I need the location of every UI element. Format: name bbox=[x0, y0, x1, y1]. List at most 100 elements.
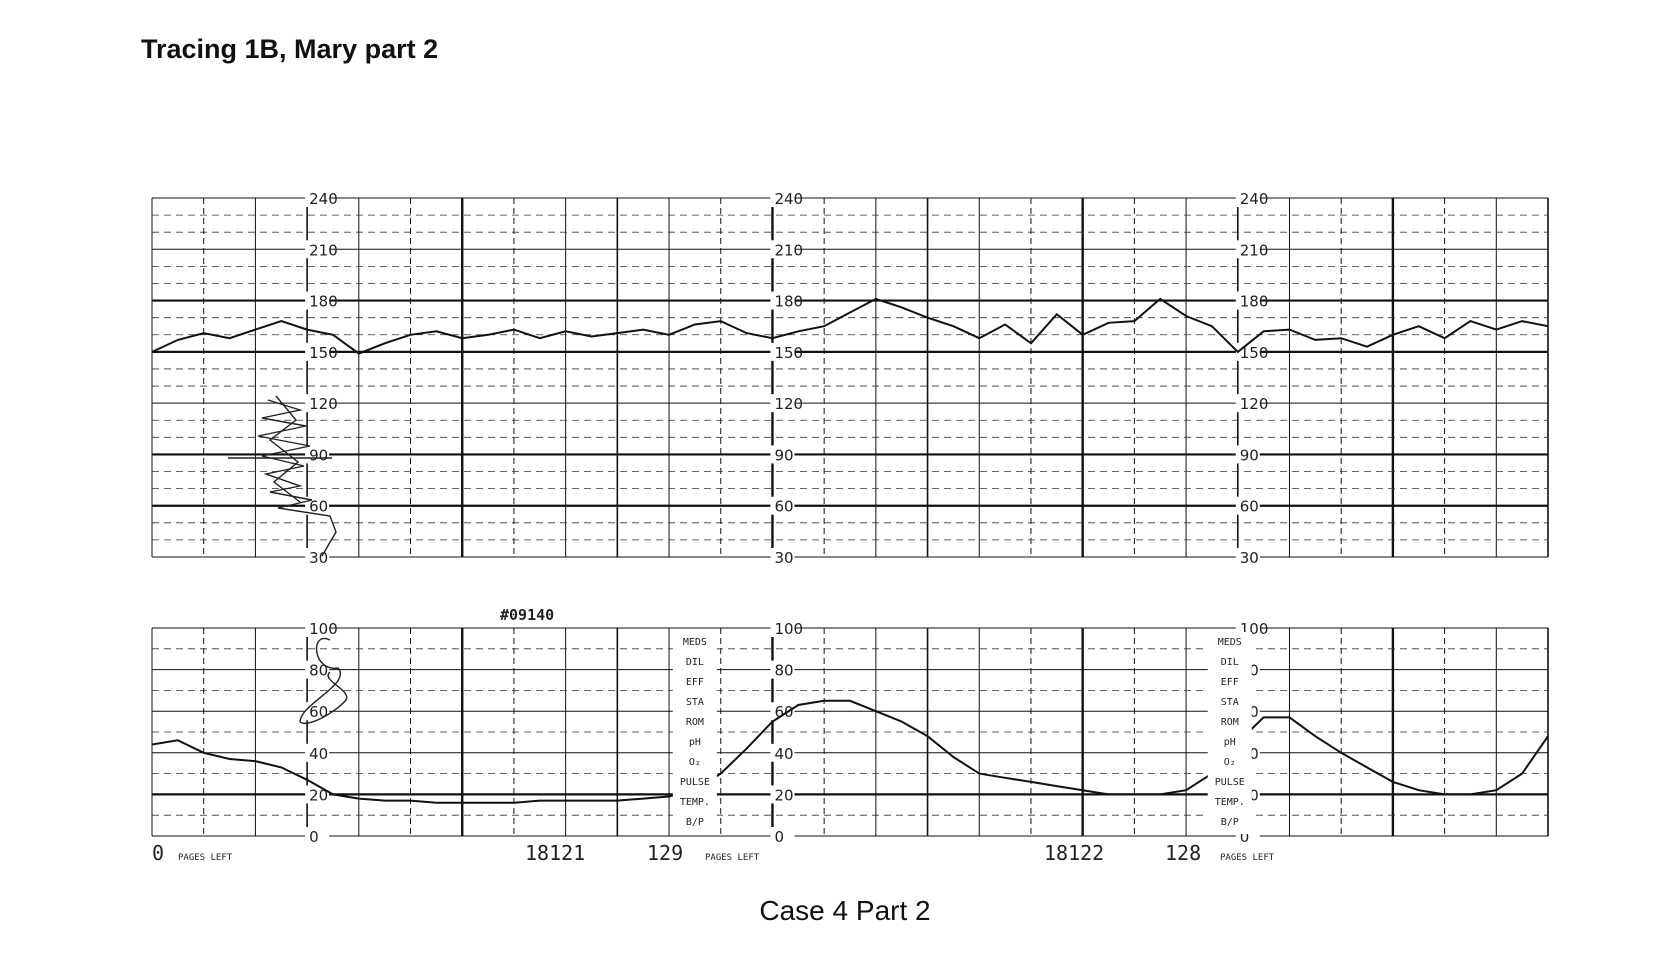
pages-left-count: 128 bbox=[1165, 841, 1201, 865]
pages-left-count: 129 bbox=[647, 841, 683, 865]
ua-panel: 100806040200100806040200100806040200 bbox=[151, 619, 1549, 846]
tick-label: 120 bbox=[1240, 395, 1269, 413]
tick-label-bg bbox=[1235, 189, 1260, 207]
form-field-label: EFF bbox=[1221, 677, 1239, 688]
tick-label: 80 bbox=[309, 662, 328, 680]
tick-label-bg bbox=[305, 291, 330, 310]
tick-label-bg bbox=[1235, 291, 1260, 310]
tick-label: 30 bbox=[774, 549, 793, 567]
form-field-bg bbox=[672, 632, 717, 834]
tick-label: 90 bbox=[309, 446, 328, 464]
page-footer-labels: 0 PAGES LEFT 18121 129 PAGES LEFT 18122 128 PAG… bbox=[152, 841, 1275, 865]
tick-label: 30 bbox=[309, 549, 328, 567]
tick-label: 210 bbox=[309, 241, 338, 259]
form-field-label: B/P bbox=[1221, 817, 1239, 828]
tick-label-bg bbox=[305, 394, 330, 413]
pages-left-label: PAGES LEFT bbox=[1220, 853, 1275, 863]
tick-label: 0 bbox=[309, 828, 319, 846]
document-title: Tracing 1B, Mary part 2 bbox=[141, 34, 439, 64]
tick-label-bg bbox=[770, 548, 795, 566]
fhr-panel: 240 210 180 150 120 90 60 30 240 210 180 150 120 90 60… bbox=[151, 189, 1549, 567]
tick-label-bg bbox=[770, 496, 795, 515]
ua-grid bbox=[151, 627, 1549, 837]
form-field-label: O₂ bbox=[689, 757, 701, 768]
form-field-label: pH bbox=[1224, 737, 1236, 748]
tick-label-bg bbox=[770, 189, 795, 207]
form-field-bg bbox=[1207, 632, 1252, 834]
form-field-label: EFF bbox=[686, 677, 704, 688]
tick-label: 0 bbox=[1240, 828, 1250, 846]
tick-label: 20 bbox=[774, 786, 793, 804]
tick-label: 150 bbox=[1240, 344, 1269, 362]
fhr-tick-labels: 240 210 180 150 120 90 60 30 240 210 180 150 120 90 60… bbox=[305, 189, 1268, 567]
form-field-label: ROM bbox=[686, 717, 704, 728]
tick-label-bg bbox=[770, 619, 795, 637]
tick-label: 180 bbox=[1240, 293, 1269, 311]
form-field-label: B/P bbox=[686, 817, 704, 828]
form-field-label: STA bbox=[1221, 697, 1239, 708]
tick-label-bg bbox=[305, 702, 330, 721]
tick-label: 60 bbox=[309, 703, 328, 721]
tick-label-bg bbox=[770, 394, 795, 413]
form-field-label: DIL bbox=[1221, 657, 1239, 668]
tick-label-bg bbox=[770, 342, 795, 361]
form-field-column-1: MEDS DIL EFF STA ROM pH O₂ PULSE TEMP. B/P bbox=[672, 632, 717, 834]
tick-label: 0 bbox=[774, 828, 784, 846]
pages-left-label: PAGES LEFT bbox=[178, 853, 233, 863]
tick-label-bg bbox=[305, 660, 330, 679]
tick-label: 150 bbox=[774, 344, 803, 362]
tick-label: 40 bbox=[774, 745, 793, 763]
tick-label: 210 bbox=[774, 241, 803, 259]
tick-label-bg bbox=[1235, 394, 1260, 413]
tick-label-bg bbox=[305, 496, 330, 515]
tick-label-bg bbox=[770, 785, 795, 804]
ua-series-line bbox=[151, 699, 1549, 804]
tick-label: 90 bbox=[774, 446, 793, 464]
tick-label-bg bbox=[305, 240, 330, 259]
loop-mark bbox=[299, 637, 348, 724]
tick-label-bg bbox=[305, 743, 330, 762]
tick-label: 120 bbox=[309, 395, 338, 413]
form-field-label: MEDS bbox=[683, 637, 707, 648]
tick-label-bg bbox=[770, 240, 795, 259]
tick-label: 60 bbox=[1240, 498, 1259, 516]
strip-id-label: #09140 bbox=[500, 606, 554, 624]
page-number: 18121 bbox=[525, 841, 585, 865]
tick-label: 210 bbox=[1240, 241, 1269, 259]
tick-label: 80 bbox=[774, 662, 793, 680]
form-field-label: TEMP. bbox=[1215, 797, 1245, 808]
tick-label-bg bbox=[770, 445, 795, 464]
form-field-column-2: MEDS DIL EFF STA ROM pH O₂ PULSE TEMP. B/P bbox=[1207, 632, 1252, 834]
tick-label: 150 bbox=[309, 344, 338, 362]
tick-label: 180 bbox=[309, 293, 338, 311]
tick-label-bg bbox=[305, 342, 330, 361]
tick-label-bg bbox=[305, 189, 330, 207]
tick-label: 240 bbox=[1240, 190, 1269, 208]
form-field-label: DIL bbox=[686, 657, 704, 668]
tick-label-bg bbox=[1235, 342, 1260, 361]
tick-label-bg bbox=[1235, 445, 1260, 464]
form-field-label: O₂ bbox=[1224, 757, 1236, 768]
tick-label-bg bbox=[305, 827, 330, 845]
tick-label-bg bbox=[1235, 548, 1260, 566]
tick-label: 120 bbox=[774, 395, 803, 413]
tick-label: 30 bbox=[1240, 549, 1259, 567]
tick-label-bg bbox=[770, 743, 795, 762]
tick-label: 90 bbox=[1240, 446, 1259, 464]
tick-label: 180 bbox=[774, 293, 803, 311]
ua-tick-labels: 100806040200100806040200100806040200 bbox=[305, 619, 1268, 846]
tick-label-bg bbox=[770, 827, 795, 845]
tick-label: 240 bbox=[774, 190, 803, 208]
fhr-grid bbox=[151, 197, 1549, 558]
pages-left-count: 0 bbox=[152, 841, 164, 865]
tick-label: 240 bbox=[309, 190, 338, 208]
tick-label-bg bbox=[305, 445, 330, 464]
pages-left-label: PAGES LEFT bbox=[705, 853, 760, 863]
tick-label: 100 bbox=[309, 620, 338, 638]
tick-label-bg bbox=[770, 291, 795, 310]
tick-label-bg bbox=[770, 702, 795, 721]
tick-label-bg bbox=[305, 619, 330, 637]
scribble-mark bbox=[228, 395, 337, 557]
tick-label-bg bbox=[770, 660, 795, 679]
